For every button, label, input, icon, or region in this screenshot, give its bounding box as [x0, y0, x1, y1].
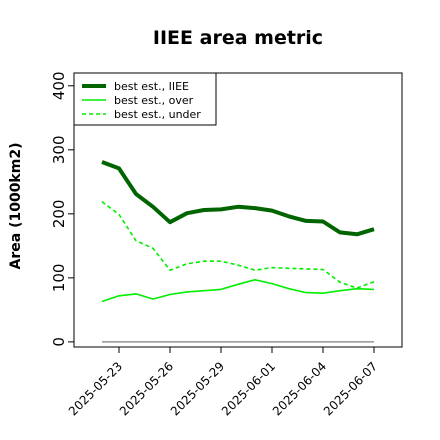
y-tick-label-300: 300 — [50, 136, 68, 165]
x-tick-label-2025-06-07: 2025-06-07 — [321, 359, 380, 418]
y-tick-label-200: 200 — [50, 200, 68, 229]
y-tick-label-400: 400 — [50, 71, 68, 100]
y-axis-label: Area (1000km2) — [8, 143, 24, 270]
x-tick-label-2025-06-01: 2025-06-01 — [219, 359, 278, 418]
series-line-0 — [101, 160, 375, 237]
x-tick-label-2025-05-23: 2025-05-23 — [66, 359, 125, 418]
legend-label-2: best est., under — [114, 108, 201, 121]
x-tick-label-2025-05-26: 2025-05-26 — [117, 359, 176, 418]
series-line-1 — [101, 278, 375, 303]
series-line-2 — [101, 201, 375, 289]
y-tick-label-100: 100 — [50, 264, 68, 293]
legend-label-0: best est., IIEE — [114, 80, 189, 93]
legend-label-1: best est., over — [114, 94, 194, 107]
legend-box — [73, 72, 217, 126]
chart-title: IIEE area metric — [153, 27, 323, 49]
plot-frame — [73, 72, 403, 348]
x-tick-label-2025-05-29: 2025-05-29 — [168, 359, 227, 418]
y-tick-label-0: 0 — [50, 337, 68, 347]
x-tick-label-2025-06-04: 2025-06-04 — [270, 359, 329, 418]
